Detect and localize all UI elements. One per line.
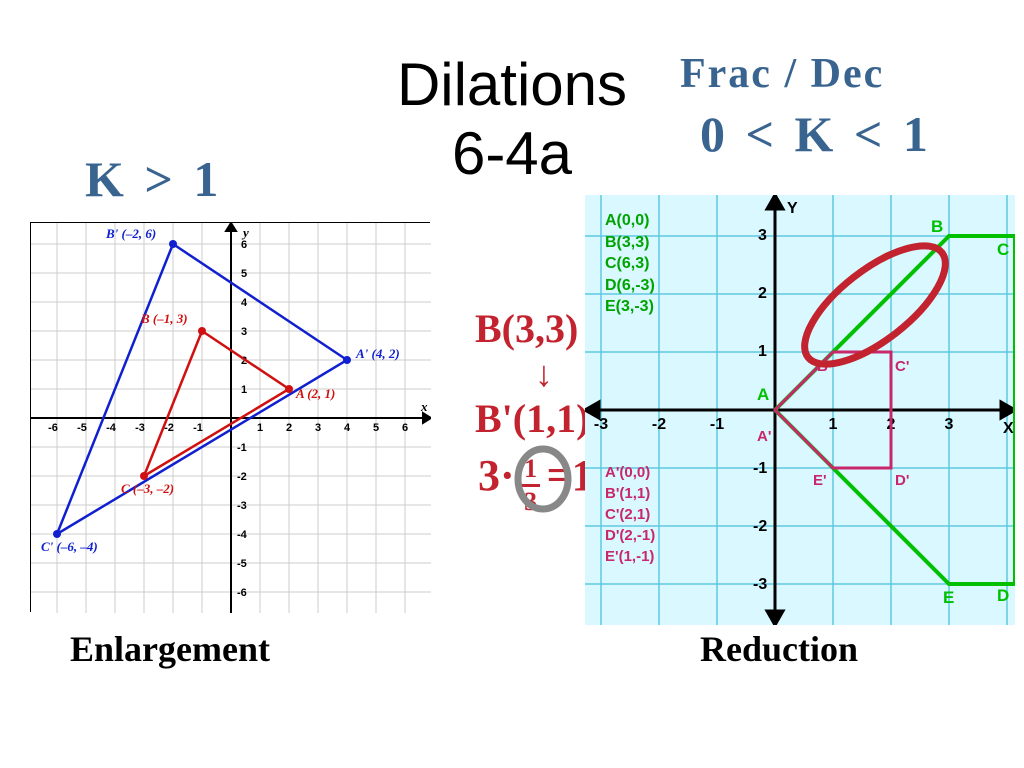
annotation-b-prime-coord: B'(1,1) (475, 395, 589, 442)
coord-a-prime: A'(0,0) (605, 462, 655, 483)
svg-text:5: 5 (241, 268, 247, 280)
annotation-fraction-eq: 3· 1 3 =1 (478, 450, 594, 517)
svg-text:-5: -5 (237, 558, 247, 570)
svg-text:2: 2 (286, 422, 292, 434)
svg-text:C (–3, –2): C (–3, –2) (121, 481, 174, 496)
title-line-2: 6-4a (452, 120, 572, 187)
svg-text:-4: -4 (237, 529, 248, 541)
svg-text:E': E' (813, 472, 827, 489)
svg-text:3: 3 (241, 326, 247, 338)
svg-text:6: 6 (402, 422, 408, 434)
svg-text:4: 4 (344, 422, 351, 434)
svg-text:3: 3 (758, 227, 767, 244)
svg-text:-3: -3 (135, 422, 145, 434)
svg-text:C' (–6, –4): C' (–6, –4) (41, 539, 98, 554)
svg-text:D: D (997, 586, 1009, 605)
svg-text:A: A (757, 385, 769, 404)
annotation-k-range: 0 < K < 1 (700, 105, 932, 163)
page-title: Dilations 6-4a (397, 50, 627, 188)
svg-text:-2: -2 (237, 471, 247, 483)
coord-d: D(6,-3) (605, 275, 655, 297)
svg-text:-6: -6 (237, 587, 247, 599)
coord-e-prime: E'(1,-1) (605, 546, 655, 567)
svg-text:2: 2 (758, 285, 767, 302)
graph-enlargement: -6-5-4-3-2-1 123456 123456 -1-2-3-4-5-6 … (30, 222, 430, 612)
svg-text:-4: -4 (106, 422, 117, 434)
svg-text:A (2, 1): A (2, 1) (295, 386, 335, 401)
coord-c-prime: C'(2,1) (605, 504, 655, 525)
svg-text:B (–1, 3): B (–1, 3) (140, 311, 188, 326)
svg-text:6: 6 (241, 239, 247, 251)
svg-text:1: 1 (257, 422, 263, 434)
svg-text:-3: -3 (237, 500, 247, 512)
annotation-arrow-down: ↓ (535, 353, 553, 395)
svg-text:Y: Y (787, 200, 798, 217)
svg-text:C: C (997, 240, 1009, 259)
svg-text:B' (–2, 6): B' (–2, 6) (105, 226, 156, 241)
svg-text:-1: -1 (193, 422, 203, 434)
svg-text:x: x (420, 399, 428, 414)
coord-d-prime: D'(2,-1) (605, 525, 655, 546)
coord-b: B(3,3) (605, 232, 655, 254)
svg-text:-1: -1 (710, 416, 724, 433)
svg-text:A': A' (757, 428, 771, 445)
svg-text:-2: -2 (753, 518, 767, 535)
label-reduction: Reduction (700, 628, 858, 670)
coord-list-image: A'(0,0) B'(1,1) C'(2,1) D'(2,-1) E'(1,-1… (605, 462, 655, 567)
svg-text:-5: -5 (77, 422, 87, 434)
svg-text:C': C' (895, 358, 909, 375)
label-enlargement: Enlargement (70, 628, 270, 670)
annotation-frac-dec: Frac / Dec (680, 50, 884, 98)
svg-text:-1: -1 (753, 460, 767, 477)
coord-list-original: A(0,0) B(3,3) C(6,3) D(6,-3) E(3,-3) (605, 210, 655, 318)
annotation-b-coord: B(3,3) (475, 305, 578, 352)
svg-text:D': D' (895, 472, 909, 489)
gray-circle-icon (508, 444, 578, 514)
coord-c: C(6,3) (605, 253, 655, 275)
svg-text:4: 4 (241, 297, 248, 309)
svg-text:1: 1 (829, 416, 838, 433)
svg-text:y: y (241, 225, 249, 240)
coord-a: A(0,0) (605, 210, 655, 232)
svg-text:3: 3 (315, 422, 321, 434)
svg-text:-6: -6 (48, 422, 58, 434)
svg-text:-3: -3 (753, 576, 767, 593)
svg-text:X: X (1003, 420, 1014, 437)
svg-text:1: 1 (758, 343, 767, 360)
title-line-1: Dilations (397, 51, 627, 118)
svg-text:-1: -1 (237, 442, 247, 454)
coord-e: E(3,-3) (605, 296, 655, 318)
svg-text:3: 3 (945, 416, 954, 433)
svg-text:B: B (931, 217, 943, 236)
annotation-k-gt-1: K > 1 (85, 150, 222, 208)
svg-text:E: E (943, 588, 954, 607)
svg-text:5: 5 (373, 422, 379, 434)
svg-text:-3: -3 (594, 416, 608, 433)
coord-b-prime: B'(1,1) (605, 483, 655, 504)
svg-text:A' (4, 2): A' (4, 2) (355, 346, 400, 361)
svg-text:1: 1 (241, 384, 247, 396)
svg-text:-2: -2 (652, 416, 666, 433)
